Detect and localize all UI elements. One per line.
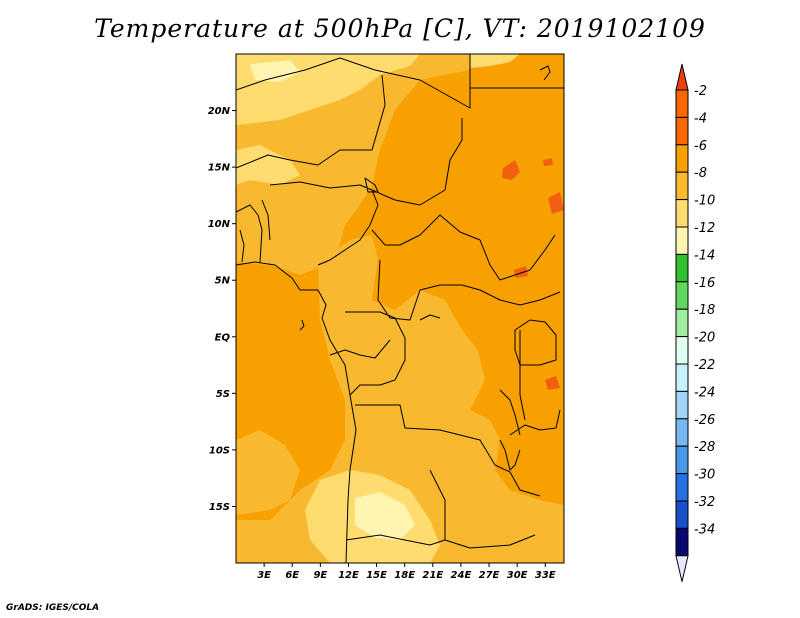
lat-tick-label: 10N: [208, 219, 231, 230]
colorbar-label: -10: [694, 194, 715, 209]
field-minus10-minus8-north-east: [470, 54, 520, 68]
colorbar-label: -8: [694, 166, 707, 181]
colorbar-label: -22: [694, 358, 715, 373]
lat-tick-label: EQ: [215, 332, 231, 343]
colorbar-label: -32: [694, 495, 715, 510]
lat-tick-label: 20N: [208, 106, 231, 117]
country-borders: [236, 54, 564, 563]
field-minus12-minus10-north: [250, 60, 300, 82]
colorbar-label: -18: [694, 303, 715, 318]
colorbar-swatch: [675, 116, 689, 146]
field-minus4-minus2-east-2: [548, 192, 564, 214]
colorbar-label: -14: [694, 248, 715, 263]
field-minus10-minus8-west: [236, 145, 300, 185]
lon-tick-label: 15E: [366, 570, 387, 581]
field-minus4-minus2-east-1: [502, 160, 520, 180]
colorbar-swatch: [675, 500, 689, 529]
lat-tick-label: 15N: [208, 163, 231, 174]
colorbar-label: -28: [694, 440, 715, 455]
colorbar-bottom-arrow: [675, 555, 689, 582]
colorbar-swatch: [675, 473, 689, 502]
colorbar-swatch: [675, 144, 689, 173]
lat-tick-label: 5N: [215, 276, 231, 287]
colorbar-swatch: [675, 281, 689, 310]
colorbar-label: -2: [694, 84, 707, 99]
credit-label: GrADS: IGES/COLA: [6, 603, 100, 613]
colorbar-label: -26: [694, 413, 715, 428]
lon-tick-label: 30E: [507, 570, 528, 581]
longitude-axis: 3E 6E 9E 12E 15E 18E 21E 24E 27E 30E 33E: [257, 563, 556, 581]
lon-tick-label: 3E: [257, 570, 271, 581]
temperature-field: [236, 54, 564, 563]
lat-tick-label: 5S: [216, 389, 230, 400]
lon-tick-label: 6E: [285, 570, 299, 581]
field-minus4-minus2-east-4: [514, 266, 528, 278]
colorbar-top-arrow: [675, 63, 689, 91]
field-minus12-minus10: [355, 492, 415, 540]
lon-tick-label: 12E: [338, 570, 359, 581]
colorbar-label: -16: [694, 276, 715, 291]
colorbar-swatch: [675, 445, 689, 475]
lon-tick-label: 24E: [451, 570, 472, 581]
lon-tick-label: 18E: [394, 570, 415, 581]
lat-tick-label: 10S: [209, 445, 230, 456]
lon-tick-label: 9E: [313, 570, 327, 581]
colorbar-swatch-bottom: [675, 527, 689, 557]
field-minus8-minus6-atlantic: [236, 430, 300, 515]
colorbar-swatch: [675, 253, 689, 283]
field-minus4-minus2-east-3: [543, 158, 553, 166]
colorbar-swatch: [675, 390, 689, 420]
colorbar-swatch: [675, 199, 689, 228]
colorbar-label: -34: [694, 522, 715, 537]
colorbar-label: -6: [694, 139, 707, 154]
field-minus4-minus2-east-5: [545, 376, 560, 390]
colorbar-swatch: [675, 171, 689, 201]
colorbar: -2 -4 -6 -8 -10 -12 -14 -16 -18 -20 -22 -24 -26 -28 -3…: [675, 63, 715, 582]
colorbar-label: -4: [694, 111, 707, 126]
lon-tick-label: 21E: [422, 570, 443, 581]
latitude-axis: 20N 15N 10N 5N EQ 5S 10S 15S: [208, 106, 236, 513]
chart-title: Temperature at 500hPa [C], VT: 201910210…: [94, 14, 706, 43]
colorbar-label: -30: [694, 468, 715, 483]
colorbar-swatch: [675, 363, 689, 392]
colorbar-swatch: [675, 418, 689, 447]
lon-tick-label: 33E: [535, 570, 556, 581]
colorbar-label: -12: [694, 221, 715, 236]
colorbar-swatch: [675, 308, 689, 338]
colorbar-label: -24: [694, 385, 715, 400]
colorbar-swatch: [675, 336, 689, 365]
field-minus8-minus6-central: [236, 235, 564, 563]
map-frame: [235, 53, 565, 564]
colorbar-label: -20: [694, 331, 715, 346]
lat-tick-label: 15S: [209, 502, 230, 513]
colorbar-swatch: [675, 226, 689, 255]
colorbar-swatch: [675, 89, 689, 118]
lon-tick-label: 27E: [479, 570, 500, 581]
